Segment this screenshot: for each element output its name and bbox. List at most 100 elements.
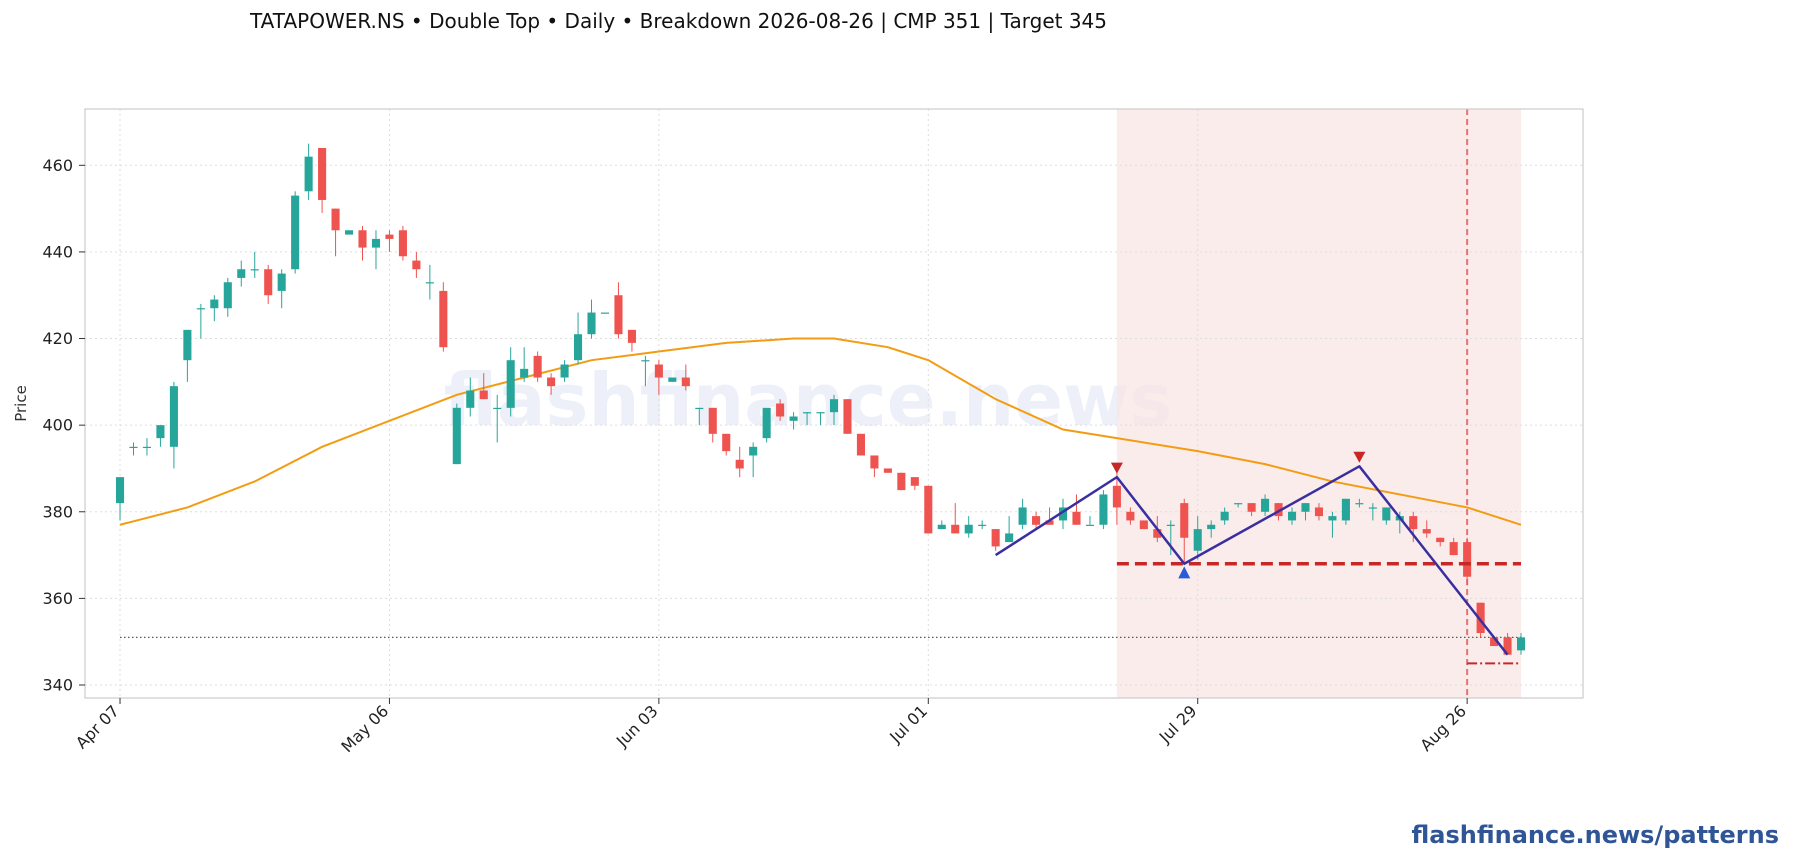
y-tick-label: 360 bbox=[42, 589, 73, 608]
candle-body bbox=[1247, 503, 1256, 512]
candle-body bbox=[1436, 537, 1445, 543]
candle-body bbox=[574, 334, 583, 361]
candle-body bbox=[681, 377, 690, 387]
candle-body bbox=[951, 524, 960, 534]
candle-body bbox=[668, 377, 677, 382]
x-tick-label: Jul 29 bbox=[1155, 701, 1201, 747]
candle-body bbox=[129, 446, 138, 449]
candle-body bbox=[695, 407, 704, 410]
candle-body bbox=[1516, 637, 1526, 651]
candle-body bbox=[223, 282, 232, 309]
candle-body bbox=[291, 195, 300, 270]
candle-body bbox=[1382, 507, 1391, 521]
candle-body bbox=[964, 524, 973, 534]
candle-body bbox=[1341, 498, 1350, 521]
candle-body bbox=[641, 360, 650, 362]
candle-body bbox=[1234, 503, 1243, 505]
candle-body bbox=[735, 459, 744, 469]
top-marker bbox=[1110, 462, 1123, 474]
x-tick-label: Aug 26 bbox=[1416, 701, 1470, 755]
candle-body bbox=[789, 416, 798, 421]
candle-body bbox=[237, 269, 246, 278]
x-tick-label: Jun 03 bbox=[612, 701, 662, 751]
candle-body bbox=[1018, 507, 1027, 525]
candle-body bbox=[1005, 533, 1014, 543]
candle-body bbox=[304, 156, 313, 192]
candle-body bbox=[493, 407, 502, 410]
y-tick-label: 440 bbox=[42, 242, 73, 261]
candle-body bbox=[1193, 529, 1202, 551]
pattern-line bbox=[994, 465, 1509, 656]
candle-body bbox=[1180, 503, 1189, 538]
candle-body bbox=[169, 386, 178, 447]
y-tick-label: 400 bbox=[42, 416, 73, 435]
candle-body bbox=[506, 360, 515, 408]
candle-body bbox=[318, 147, 327, 200]
x-tick-label: Apr 07 bbox=[72, 701, 123, 752]
candle-body bbox=[466, 390, 475, 408]
candle-body bbox=[1099, 494, 1108, 525]
candle-body bbox=[385, 234, 394, 239]
candle-body bbox=[856, 433, 865, 456]
candle-body bbox=[762, 407, 771, 439]
candle-body bbox=[1166, 524, 1175, 526]
y-tick-label: 380 bbox=[42, 502, 73, 521]
x-tick-label: Jul 01 bbox=[885, 701, 931, 747]
candle-body bbox=[1072, 511, 1081, 525]
candle-body bbox=[1085, 524, 1094, 526]
candle-body bbox=[344, 230, 354, 235]
candle-body bbox=[829, 399, 839, 413]
candle-body bbox=[1261, 498, 1270, 512]
candle-body bbox=[749, 446, 758, 456]
candle-body bbox=[1314, 507, 1324, 517]
candle-body bbox=[937, 524, 946, 530]
candle-body bbox=[1220, 511, 1229, 521]
candle-body bbox=[910, 477, 919, 486]
candle-body bbox=[1463, 542, 1472, 577]
candle-body bbox=[250, 269, 259, 271]
candle-body bbox=[1328, 516, 1337, 521]
top-marker bbox=[1353, 451, 1366, 463]
candle-body bbox=[1139, 520, 1148, 530]
candle-body bbox=[897, 472, 906, 491]
y-axis-label: Price bbox=[12, 385, 30, 422]
candle-body bbox=[156, 425, 165, 439]
candle-body bbox=[183, 329, 192, 361]
candle-body bbox=[560, 364, 569, 378]
x-tick-label: May 06 bbox=[337, 701, 392, 756]
candle-body bbox=[1153, 529, 1162, 538]
moving-average-line bbox=[119, 337, 1522, 526]
trough-marker bbox=[1178, 566, 1191, 579]
candle-body bbox=[1476, 602, 1485, 634]
candle-body bbox=[1503, 637, 1512, 655]
candle-body bbox=[883, 468, 892, 473]
candle-body bbox=[371, 238, 381, 248]
candle-body bbox=[708, 407, 717, 434]
candle-body bbox=[547, 377, 556, 387]
candle-body bbox=[1490, 637, 1499, 647]
candle-body bbox=[924, 485, 933, 534]
candle-body bbox=[412, 260, 421, 270]
candle-body bbox=[1422, 529, 1431, 534]
candle-body bbox=[479, 390, 488, 400]
candle-body bbox=[587, 312, 596, 335]
candle-body bbox=[196, 308, 205, 310]
plot-frame bbox=[84, 108, 1584, 699]
candle-body bbox=[1058, 507, 1068, 521]
brand-link[interactable]: flashfinance.news/patterns bbox=[1411, 821, 1779, 849]
candle-body bbox=[722, 433, 731, 452]
candle-body bbox=[654, 364, 663, 378]
candle-body bbox=[600, 312, 610, 314]
candle-body bbox=[1045, 520, 1054, 525]
chart-title: TATAPOWER.NS • Double Top • Daily • Brea… bbox=[249, 9, 1107, 33]
candle-body bbox=[358, 230, 367, 248]
candle-body bbox=[142, 446, 152, 449]
pattern-zone bbox=[1116, 109, 1522, 698]
candle-body bbox=[1355, 503, 1364, 505]
candle-body bbox=[776, 403, 785, 417]
y-tick-label: 340 bbox=[42, 676, 73, 695]
candle-body bbox=[398, 230, 407, 257]
candle-body bbox=[627, 329, 636, 343]
candle-body bbox=[264, 269, 273, 296]
